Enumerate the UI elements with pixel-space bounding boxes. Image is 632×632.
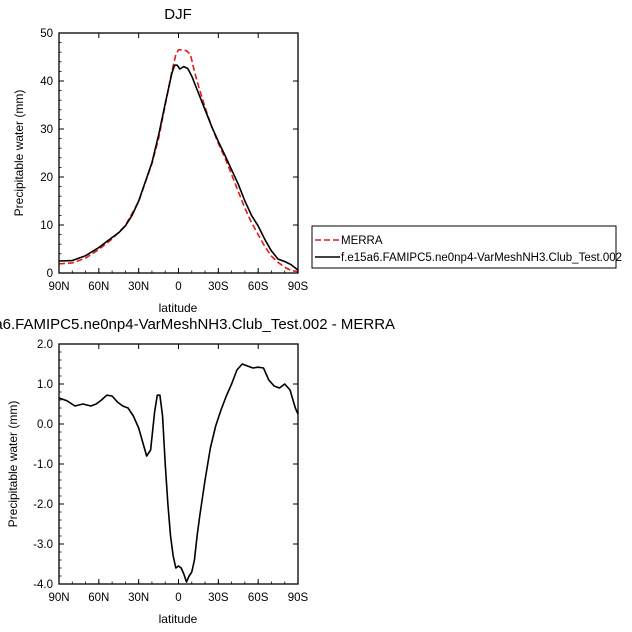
- top-panel: DJF 90N 60N 30N 0 30S 60S 90S 0 10 20 30 40 50 latit…: [12, 6, 309, 315]
- bottom-x-tick-label: 30N: [128, 592, 149, 604]
- legend: MERRA f.e15a6.FAMIPC5.ne0np4-VarMeshNH3.…: [311, 225, 622, 269]
- top-y-tick-label: 0: [47, 268, 53, 280]
- top-x-tick-label: 0: [175, 281, 181, 293]
- bottom-y-tick-label: -3.0: [33, 539, 53, 551]
- top-ylabel: Precipitable water (mm): [12, 90, 26, 217]
- bottom-series-line-0: [58, 363, 299, 583]
- bottom-plot-frame: [58, 343, 299, 585]
- bottom-x-tick-label: 60N: [88, 592, 109, 604]
- top-x-tick-label: 60N: [88, 281, 109, 293]
- bottom-axis-ticks: 90N 60N 30N 0 30S 60S 90S -4.0 -3.0 -2.0 -1.0 0.0 1.…: [33, 339, 308, 604]
- bottom-x-tick-label: 0: [175, 592, 181, 604]
- bottom-y-tick-label: 2.0: [37, 339, 53, 351]
- legend-merra-label: MERRA: [341, 235, 383, 247]
- bottom-y-tick-label: 1.0: [37, 379, 53, 391]
- top-title: DJF: [164, 6, 192, 23]
- top-x-tick-label: 60S: [248, 281, 269, 293]
- bottom-x-tick-label: 90S: [288, 592, 309, 604]
- top-x-tick-label: 90N: [48, 281, 69, 293]
- top-y-tick-label: 50: [40, 28, 53, 40]
- bottom-y-tick-label: 0.0: [37, 419, 53, 431]
- top-xlabel: latitude: [159, 301, 198, 315]
- top-y-tick-label: 40: [40, 76, 53, 88]
- top-x-tick-label: 30S: [208, 281, 229, 293]
- top-series-line-0: [58, 48, 299, 273]
- bottom-x-tick-label: 90N: [48, 592, 69, 604]
- top-y-tick-label: 10: [40, 220, 53, 232]
- legend-box: [311, 225, 617, 269]
- legend-model-label: f.e15a6.FAMIPC5.ne0np4-VarMeshNH3.Club_T…: [341, 252, 622, 264]
- bottom-x-tick-label: 30S: [208, 592, 229, 604]
- bottom-series-lines: [58, 363, 299, 583]
- bottom-y-tick-label: -1.0: [33, 459, 53, 471]
- bottom-ylabel: Precipitable water (mm): [6, 401, 20, 528]
- top-x-tick-label: 90S: [288, 281, 309, 293]
- bottom-x-tick-label: 60S: [248, 592, 269, 604]
- top-series-lines: [58, 48, 299, 273]
- bottom-panel: f.e15a6.FAMIPC5.ne0np4-VarMeshNH3.Club_T…: [0, 316, 395, 626]
- top-y-tick-label: 20: [40, 172, 53, 184]
- top-axis-ticks: 90N 60N 30N 0 30S 60S 90S 0 10 20 30 40 50: [40, 28, 308, 293]
- top-x-tick-label: 30N: [128, 281, 149, 293]
- top-plot-frame: [58, 32, 299, 274]
- bottom-y-tick-label: -4.0: [33, 579, 53, 591]
- bottom-y-tick-label: -2.0: [33, 499, 53, 511]
- top-y-tick-label: 30: [40, 124, 53, 136]
- bottom-title: f.e15a6.FAMIPC5.ne0np4-VarMeshNH3.Club_T…: [0, 316, 395, 333]
- bottom-xlabel: latitude: [159, 612, 198, 626]
- top-series-line-1: [58, 64, 299, 271]
